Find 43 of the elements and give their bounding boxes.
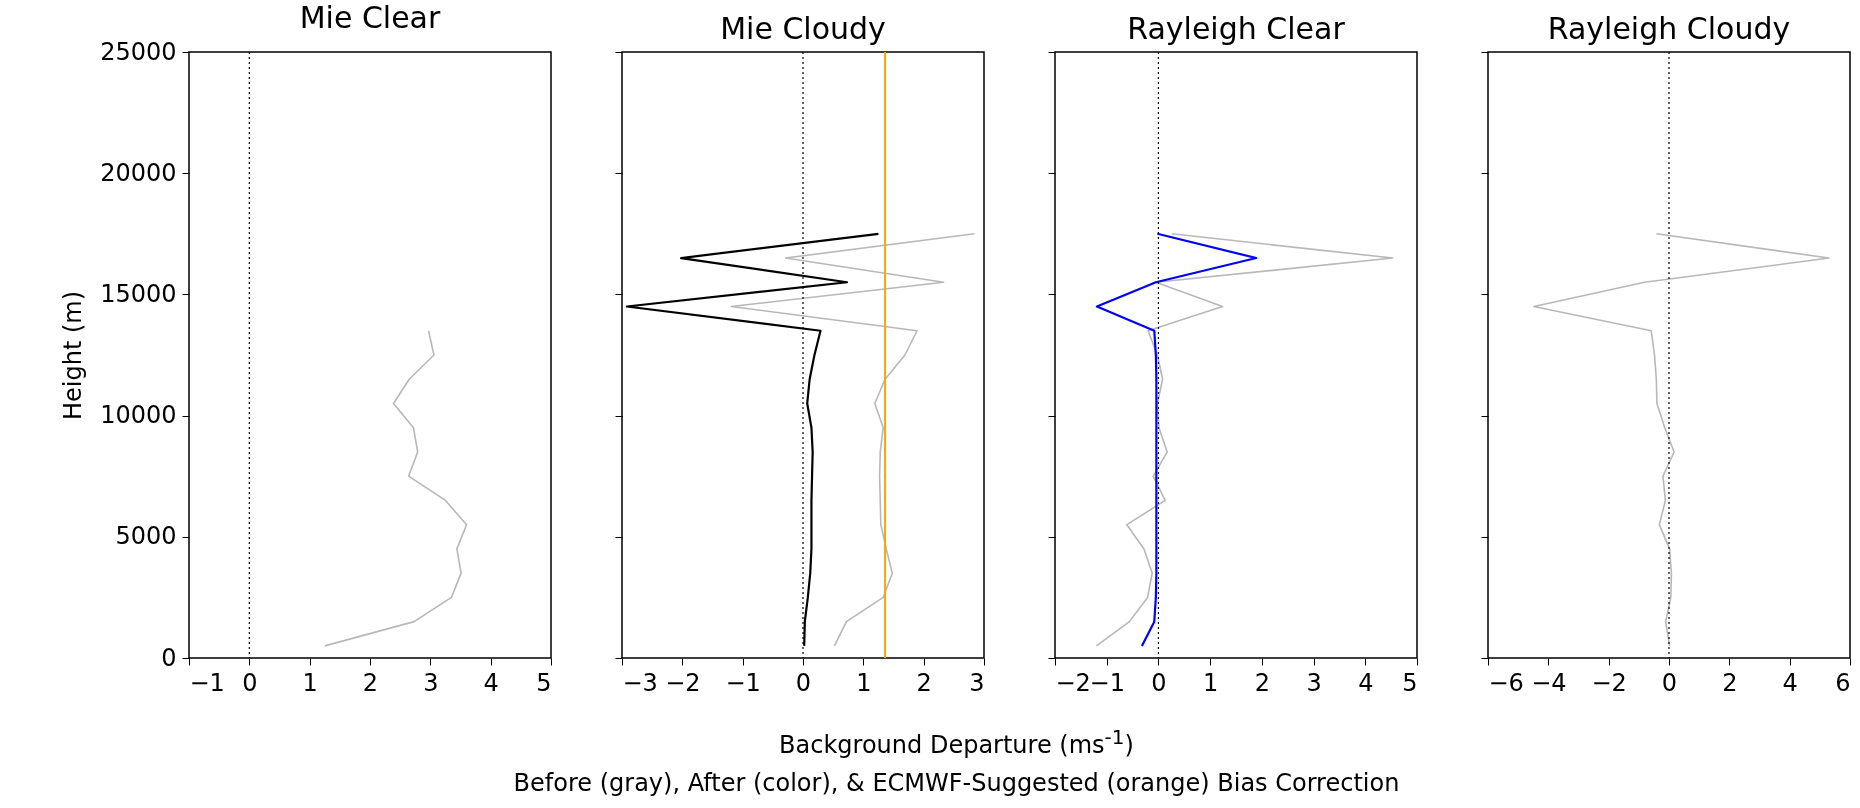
x-tick-label: 4 <box>483 668 499 697</box>
y-tick-label: 0 <box>161 643 177 672</box>
x-tick-label: 4 <box>1782 668 1798 697</box>
x-tick-label: 1 <box>856 668 872 697</box>
chart-title: Mie Cloudy <box>720 11 886 46</box>
x-tick-label: −2 <box>1591 668 1627 697</box>
x-tick-label: −6 <box>1488 668 1524 697</box>
x-tick-label: 6 <box>1835 668 1851 697</box>
y-tick-label: 5000 <box>115 522 177 551</box>
x-tick-label: 2 <box>1722 668 1738 697</box>
x-tick-label: −3 <box>622 668 658 697</box>
x-tick-label: 0 <box>1151 668 1167 697</box>
x-tick-label: 3 <box>423 668 439 697</box>
x-axis-title: Background Departure (ms$^{-1}$) <box>778 724 1135 761</box>
x-tick-label: 0 <box>795 668 812 697</box>
y-tick-label: 15000 <box>100 279 177 308</box>
chart-title: Mie Clear <box>299 0 441 35</box>
chart-title: Rayleigh Clear <box>1127 11 1346 47</box>
x-tick-label: 4 <box>1358 668 1374 697</box>
x-tick-label: −1 <box>189 668 225 697</box>
x-tick-label: −1 <box>725 668 761 697</box>
x-tick-label: 2 <box>1254 668 1270 697</box>
x-tick-label: −2 <box>665 668 701 697</box>
y-tick-label: 25000 <box>100 37 177 66</box>
x-tick-label: 5 <box>1402 668 1418 697</box>
x-tick-label: −1 <box>1089 668 1125 697</box>
x-tick-label: −2 <box>1055 668 1091 697</box>
y-axis-title: Height (m) <box>59 290 88 421</box>
x-tick-label: −4 <box>1531 668 1567 697</box>
x-tick-label: 2 <box>362 668 379 697</box>
x-tick-label: 0 <box>242 668 258 697</box>
line-series <box>323 329 468 647</box>
x-tick-label: 0 <box>1661 668 1678 697</box>
x-tick-label: 1 <box>1203 668 1219 697</box>
y-tick-label: 10000 <box>100 401 177 430</box>
y-tick-label: 20000 <box>100 158 177 187</box>
text: Before (gray), After (color), & ECMWF-Suggested (orange) Bias Correction <box>512 768 1401 799</box>
x-tick-label: 3 <box>1306 668 1322 697</box>
x-tick-label: 5 <box>536 668 552 697</box>
x-tick-label: 3 <box>969 668 985 697</box>
x-tick-label: 1 <box>302 668 318 697</box>
chart-title: Rayleigh Cloudy <box>1547 11 1791 47</box>
x-tick-label: 2 <box>916 668 932 697</box>
